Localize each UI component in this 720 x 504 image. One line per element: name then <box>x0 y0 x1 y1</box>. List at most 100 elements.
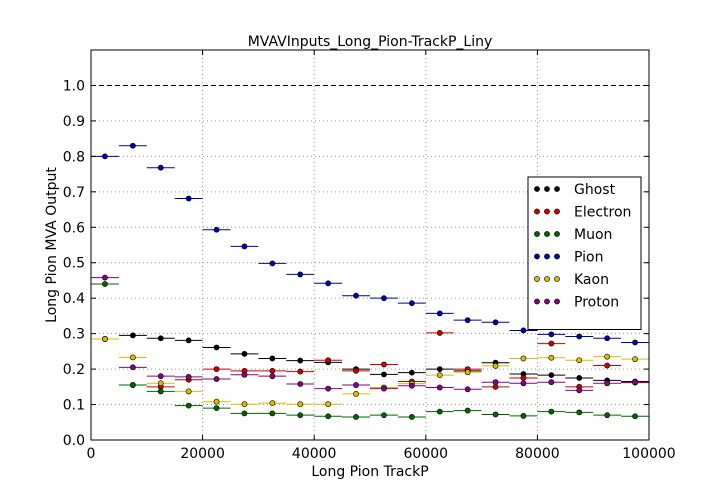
data-point <box>464 369 471 376</box>
data-point <box>436 330 443 336</box>
legend: Ghost Electron Muon Pion Kaon Proton <box>527 176 642 330</box>
data-point <box>213 226 220 233</box>
ticks: 0 20000 40000 60000 80000 100000 0.0 0.1 0.2 0.3 0… <box>63 50 676 462</box>
y-tick-label: 0.7 <box>63 185 85 201</box>
data-point <box>408 300 415 307</box>
legend-marker <box>534 186 540 192</box>
data-point <box>157 335 164 342</box>
data-point <box>576 375 583 381</box>
legend-label: Muon <box>574 227 612 243</box>
y-tick-label: 0.5 <box>63 256 85 272</box>
data-point <box>381 295 387 302</box>
legend-marker <box>544 253 550 260</box>
legend-marker <box>534 253 540 260</box>
legend-marker <box>554 186 560 192</box>
data-point <box>102 336 108 342</box>
data-point <box>353 391 359 397</box>
data-point <box>381 412 387 419</box>
data-point <box>129 382 136 388</box>
data-point <box>102 153 108 160</box>
data-point <box>325 385 332 392</box>
data-point <box>213 398 220 405</box>
series-proton <box>91 274 649 394</box>
legend-label: Kaon <box>574 272 609 288</box>
chart-title: MVAVInputs_Long_Pion-TrackP_Liny <box>248 34 493 50</box>
data-point <box>436 366 443 372</box>
legend-marker <box>554 298 560 305</box>
y-tick-label: 0.3 <box>63 327 85 343</box>
data-point <box>353 367 359 374</box>
data-point <box>185 388 192 395</box>
data-point <box>604 335 611 342</box>
legend-marker <box>544 298 550 305</box>
data-point <box>241 371 248 378</box>
data-point <box>408 382 415 389</box>
data-point <box>576 409 583 416</box>
data-point <box>241 401 248 408</box>
legend-marker <box>544 208 550 215</box>
data-point <box>548 408 555 415</box>
data-point <box>213 376 220 382</box>
data-point <box>436 408 443 415</box>
data-point <box>492 411 499 418</box>
legend-marker <box>544 231 550 237</box>
y-tick-label: 0.8 <box>63 149 85 165</box>
x-tick-label: 80000 <box>515 446 560 462</box>
data-point <box>241 350 248 357</box>
legend-marker <box>554 231 560 237</box>
y-tick-label: 0.9 <box>63 114 85 130</box>
data-point <box>632 379 638 386</box>
data-point <box>632 413 638 420</box>
data-point <box>604 353 611 360</box>
data-point <box>269 400 276 407</box>
y-tick-label: 0.1 <box>63 398 85 414</box>
x-tick-label: 100000 <box>622 446 675 462</box>
legend-marker <box>534 276 540 282</box>
data-point <box>102 281 108 287</box>
x-tick-label: 0 <box>87 446 96 462</box>
data-point <box>520 327 527 334</box>
data-point <box>129 354 136 361</box>
data-point <box>213 344 220 351</box>
data-point <box>632 356 638 363</box>
x-axis-label: Long Pion TrackP <box>311 464 428 480</box>
data-point <box>576 387 583 394</box>
plot-frame <box>90 49 650 441</box>
legend-box <box>527 176 642 330</box>
data-point <box>353 292 359 299</box>
data-point <box>520 355 527 362</box>
data-point <box>548 354 555 361</box>
data-point <box>269 260 276 267</box>
data-point <box>464 317 471 324</box>
data-point <box>464 386 471 393</box>
data-point <box>408 414 415 420</box>
data-point <box>129 142 136 149</box>
x-tick-label: 20000 <box>180 446 225 462</box>
data-point <box>353 414 359 420</box>
data-point <box>129 332 136 339</box>
legend-marker <box>544 186 550 192</box>
data-point <box>520 380 527 387</box>
data-point <box>325 280 332 287</box>
data-point <box>353 382 359 388</box>
data-point <box>492 319 499 326</box>
series-muon <box>91 281 649 420</box>
data-point <box>185 337 192 344</box>
data-point <box>241 243 248 250</box>
data-point <box>213 366 220 372</box>
legend-marker <box>554 276 560 282</box>
data-point <box>604 412 611 419</box>
legend-marker <box>534 208 540 215</box>
data-point <box>548 331 555 338</box>
y-tick-label: 0.0 <box>63 433 85 449</box>
data-point <box>269 355 276 362</box>
y-axis-label: Long Pion MVA Output <box>44 167 60 323</box>
data-point <box>381 361 387 368</box>
data-point <box>381 385 387 392</box>
data-point <box>436 310 443 317</box>
data-point <box>129 364 136 371</box>
data-point <box>213 405 220 411</box>
y-tick-label: 0.2 <box>63 362 85 378</box>
data-point <box>632 339 638 346</box>
